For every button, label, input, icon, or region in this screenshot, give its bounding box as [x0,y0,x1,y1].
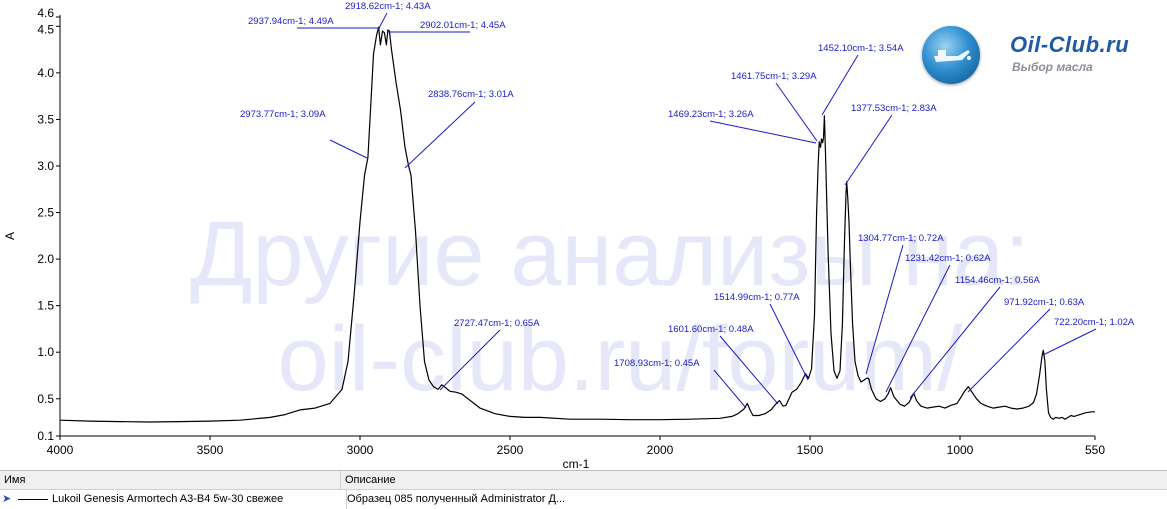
peak-label: 1708.93cm-1; 0.45A [614,358,700,369]
watermark-line2: oil-club.ru/forum/ [277,308,963,410]
column-header-description[interactable]: Описание [345,474,396,486]
peak-label: 2727.47cm-1; 0.65A [454,318,540,329]
axes: 4000 3500 3000 2500 2000 1500 1000 550 0.1 0.5 1.0… [3,6,1105,470]
annotation-leader-line [769,303,809,381]
y-tick-label: 0.1 [37,429,54,443]
peak-label: 2838.76cm-1; 3.01A [428,89,514,100]
y-tick-label: 0.5 [37,392,54,406]
y-axis-title: A [3,232,17,240]
peak-label: 1452.10cm-1; 3.54A [818,43,904,54]
annotation-leader-line [909,286,1001,399]
spectrum-name: Lukoil Genesis Armortech A3-B4 5w-30 све… [52,493,284,505]
peak-label: 971.92cm-1; 0.63A [1004,297,1085,308]
peak-label: 1231.42cm-1; 0.62A [905,253,991,264]
annotation-leader-line [439,329,501,391]
x-tick-label: 1500 [797,443,824,457]
peak-label: 1377.53cm-1; 2.83A [851,103,937,114]
y-tick-label: 1.0 [37,345,54,359]
annotation-leader-line [719,335,779,405]
oil-can-icon [922,26,980,84]
oil-club-logo[interactable]: Oil-Club.ru Выбор масла [912,22,1152,88]
spectrum-chart: Другие анализы на: oil-club.ru/forum/ 40… [3,1,1135,470]
annotation-leader-line [967,308,1051,393]
peak-label: 1601.60cm-1; 0.48A [668,324,754,335]
spectrum-list-header: Имя Описание [0,470,1167,490]
spectrum-description: Образец 085 полученный Administrator Д..… [346,489,1167,509]
annotation-leader-line [709,120,817,144]
y-tick-label: 3.0 [37,159,54,173]
logo-name: Oil-Club.ru [1010,32,1130,57]
spectrum-chart-svg: Другие анализы на: oil-club.ru/forum/ 40… [3,1,1135,470]
annotation-leader-line [885,264,951,393]
x-tick-label: 3000 [347,443,374,457]
y-tick-label: 2.0 [37,252,54,266]
annotation-leader-line [377,12,388,31]
peak-label: 1461.75cm-1; 3.29A [731,71,817,82]
logo-subtitle: Выбор масла [1012,60,1093,74]
series-line-swatch [18,499,48,500]
x-tick-label: 3500 [197,443,224,457]
peak-label: 1469.23cm-1; 3.26A [668,109,754,120]
peak-label: 2937.94cm-1; 4.49A [248,16,334,27]
peak-label: 2902.01cm-1; 4.45A [420,20,506,31]
peak-annotations: 2937.94cm-1; 4.49A 2918.62cm-1; 4.43A 2902… [240,1,1135,409]
y-tick-label: 4.6 [37,6,54,20]
x-axis-title: cm-1 [563,457,590,470]
annotation-leader-line [404,101,476,169]
annotation-leader-line [329,139,368,159]
x-tick-label: 2000 [647,443,674,457]
annotation-leader-line [713,369,747,409]
annotation-leader-line [844,114,893,186]
peak-label: 1154.46cm-1; 0.56A [955,275,1041,286]
x-tick-label: 1000 [947,443,974,457]
column-header-name[interactable]: Имя [0,471,341,489]
annotation-leader-line [775,82,818,142]
spectrum-row[interactable]: ➤ Lukoil Genesis Armortech A3-B4 5w-30 с… [0,489,1167,509]
peak-label: 722.20cm-1; 1.02A [1054,317,1135,328]
spectrum-line [59,26,1095,423]
x-tick-label: 550 [1085,443,1105,457]
peak-label: 1514.99cm-1; 0.77A [714,292,800,303]
peak-label: 2973.77cm-1; 3.09A [240,109,326,120]
y-tick-label: 2.5 [37,206,54,220]
y-tick-label: 4.5 [37,22,54,36]
x-tick-label: 4000 [47,443,74,457]
x-tick-label: 2500 [497,443,524,457]
annotation-leader-line [1042,328,1097,356]
watermark-line1: Другие анализы на: [190,203,1030,305]
series-layer [59,26,1095,423]
annotation-leader-line [865,244,904,375]
selected-row-arrow-icon: ➤ [2,493,12,505]
peak-label: 2918.62cm-1; 4.43A [345,1,431,12]
peak-label: 1304.77cm-1; 0.72A [858,233,944,244]
y-tick-label: 4.0 [37,66,54,80]
y-tick-label: 1.5 [37,299,54,313]
watermark: Другие анализы на: oil-club.ru/forum/ [190,203,1030,410]
spectrum-list: Имя Описание ➤ Lukoil Genesis Armortech … [0,470,1167,509]
annotation-leader-line [821,54,859,116]
y-tick-label: 3.5 [37,112,54,126]
